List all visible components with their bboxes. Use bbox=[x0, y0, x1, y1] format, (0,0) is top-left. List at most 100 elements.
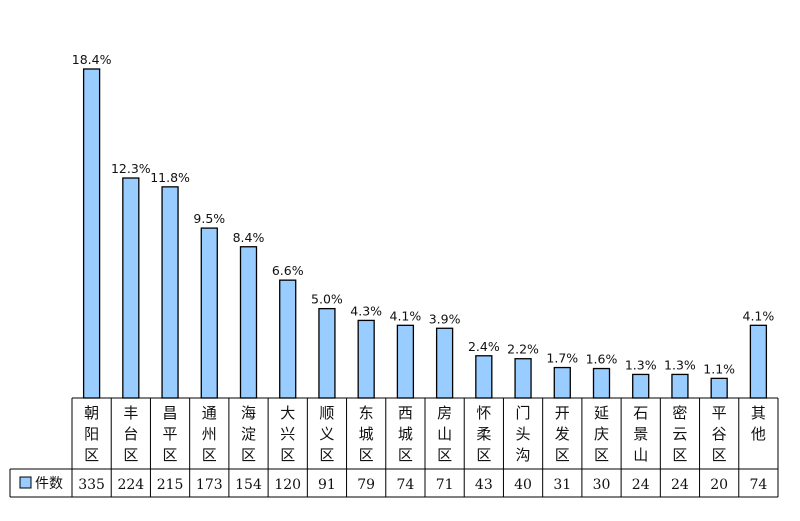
category-label: 区 bbox=[163, 446, 178, 464]
table-cell-value: 79 bbox=[357, 477, 375, 493]
category-label: 顺 bbox=[319, 404, 334, 422]
category-label: 云 bbox=[672, 425, 687, 443]
bar bbox=[396, 324, 415, 399]
table-cell-value: 91 bbox=[318, 477, 336, 493]
category-label: 其 bbox=[751, 404, 766, 422]
data-label: 2.4% bbox=[468, 339, 500, 354]
category-label: 区 bbox=[202, 446, 217, 464]
bar bbox=[357, 319, 375, 399]
category-label: 区 bbox=[594, 446, 609, 464]
data-label: 1.7% bbox=[546, 351, 578, 366]
table-cell-value: 215 bbox=[157, 477, 184, 493]
bar bbox=[671, 373, 689, 399]
bar bbox=[82, 68, 101, 399]
category-label: 城 bbox=[398, 425, 413, 443]
bar bbox=[475, 355, 493, 399]
category-label: 房 bbox=[437, 404, 452, 422]
category-label: 区 bbox=[398, 446, 413, 464]
category-label: 头 bbox=[516, 425, 531, 443]
category-label: 兴 bbox=[280, 425, 295, 443]
bar bbox=[749, 324, 768, 399]
data-label: 1.3% bbox=[625, 357, 657, 372]
data-label: 4.1% bbox=[743, 308, 775, 323]
data-labels-group: 18.4% 12.3%11.8% 9.5% 8.4% 6.6% 5.0% 4.3% 4.1% 3… bbox=[72, 52, 775, 376]
category-label: 柔 bbox=[476, 425, 491, 443]
table-cell-value: 43 bbox=[475, 477, 493, 493]
bar bbox=[161, 186, 179, 399]
category-label: 丰 bbox=[123, 404, 138, 422]
bars-group bbox=[82, 68, 768, 399]
category-label: 延 bbox=[594, 404, 609, 422]
category-label: 密 bbox=[672, 404, 687, 422]
table-cell-value: 31 bbox=[553, 477, 571, 493]
bar bbox=[632, 373, 650, 399]
category-label: 昌 bbox=[163, 404, 178, 422]
data-label: 1.1% bbox=[703, 361, 735, 376]
category-label: 区 bbox=[241, 446, 256, 464]
legend-label: 件数 bbox=[35, 476, 63, 492]
category-label: 州 bbox=[202, 425, 217, 443]
category-label: 区 bbox=[672, 446, 687, 464]
bar bbox=[122, 177, 140, 399]
data-label: 8.4% bbox=[233, 230, 265, 245]
table-cell-value: 335 bbox=[78, 477, 105, 493]
category-label: 发 bbox=[555, 425, 570, 443]
bar bbox=[592, 367, 611, 399]
category-label: 门 bbox=[516, 404, 531, 422]
category-label: 义 bbox=[319, 425, 334, 443]
data-label: 11.8% bbox=[150, 170, 190, 185]
category-label: 平 bbox=[712, 404, 727, 422]
data-table: 朝阳区335丰台区224昌平区215通州区173海淀区154大兴区120顺义区9… bbox=[9, 397, 779, 498]
bar bbox=[200, 227, 218, 399]
table-cell-value: 224 bbox=[117, 477, 144, 493]
table-cell-value: 40 bbox=[514, 477, 532, 493]
category-label: 山 bbox=[437, 425, 452, 443]
table-cell-value: 173 bbox=[196, 477, 223, 493]
category-label: 区 bbox=[84, 446, 99, 464]
bar bbox=[239, 246, 258, 399]
data-label: 9.5% bbox=[193, 211, 225, 226]
bar bbox=[435, 327, 454, 399]
data-label: 4.3% bbox=[350, 303, 382, 318]
category-label: 西 bbox=[398, 404, 413, 422]
legend-swatch bbox=[19, 476, 32, 489]
category-label: 东 bbox=[359, 404, 374, 422]
category-label: 区 bbox=[280, 446, 295, 464]
data-label: 1.6% bbox=[586, 352, 618, 367]
category-label: 山 bbox=[633, 446, 648, 464]
table-cell-value: 30 bbox=[593, 477, 611, 493]
category-label: 平 bbox=[163, 425, 178, 443]
data-label: 1.3% bbox=[664, 357, 696, 372]
category-label: 区 bbox=[437, 446, 452, 464]
category-label: 区 bbox=[319, 446, 334, 464]
data-label: 18.4% bbox=[72, 52, 112, 67]
table-cell-value: 120 bbox=[274, 477, 301, 493]
data-label: 5.0% bbox=[311, 292, 343, 307]
category-label: 庆 bbox=[594, 425, 609, 443]
category-label: 阳 bbox=[84, 425, 99, 443]
category-label: 朝 bbox=[84, 404, 99, 422]
category-label: 沟 bbox=[516, 446, 531, 464]
category-label: 怀 bbox=[476, 404, 491, 422]
category-label: 景 bbox=[633, 425, 648, 443]
bar bbox=[553, 366, 571, 399]
table-cell-value: 154 bbox=[235, 477, 262, 493]
table-cell-value: 24 bbox=[671, 477, 689, 493]
data-label: 3.9% bbox=[429, 311, 461, 326]
data-label: 12.3% bbox=[111, 161, 151, 176]
category-label: 淀 bbox=[241, 425, 256, 443]
category-label: 大 bbox=[280, 404, 295, 422]
category-label: 海 bbox=[241, 404, 256, 422]
category-label: 开 bbox=[555, 404, 570, 422]
category-label: 区 bbox=[359, 446, 374, 464]
category-label: 谷 bbox=[712, 425, 727, 443]
bar bbox=[279, 279, 297, 399]
bar bbox=[514, 358, 532, 399]
category-label: 区 bbox=[123, 446, 138, 464]
category-label: 他 bbox=[751, 425, 766, 443]
legend: 件数 bbox=[19, 476, 63, 492]
table-cell-value: 74 bbox=[396, 477, 414, 493]
bar bbox=[318, 307, 336, 399]
table-cell-value: 71 bbox=[436, 477, 454, 493]
